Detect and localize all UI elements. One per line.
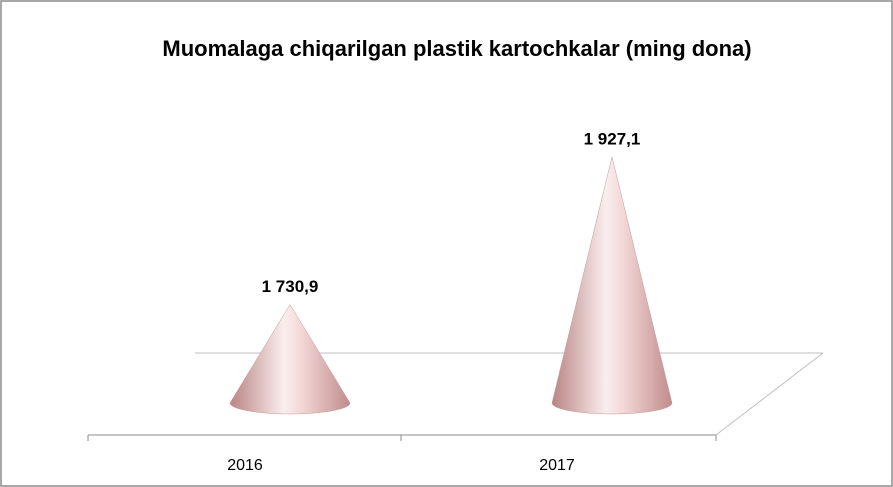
x-tick-label: 2017 xyxy=(539,457,575,474)
x-tick-label: 2016 xyxy=(227,457,263,474)
cone xyxy=(551,156,673,415)
cone xyxy=(229,304,351,415)
x-axis xyxy=(87,434,717,441)
value-label: 1 927,1 xyxy=(584,129,641,148)
chart-title: Muomalaga chiqarilgan plastik kartochkal… xyxy=(162,36,751,61)
floor-side-edge xyxy=(715,352,824,436)
value-label: 1 730,9 xyxy=(262,277,319,296)
